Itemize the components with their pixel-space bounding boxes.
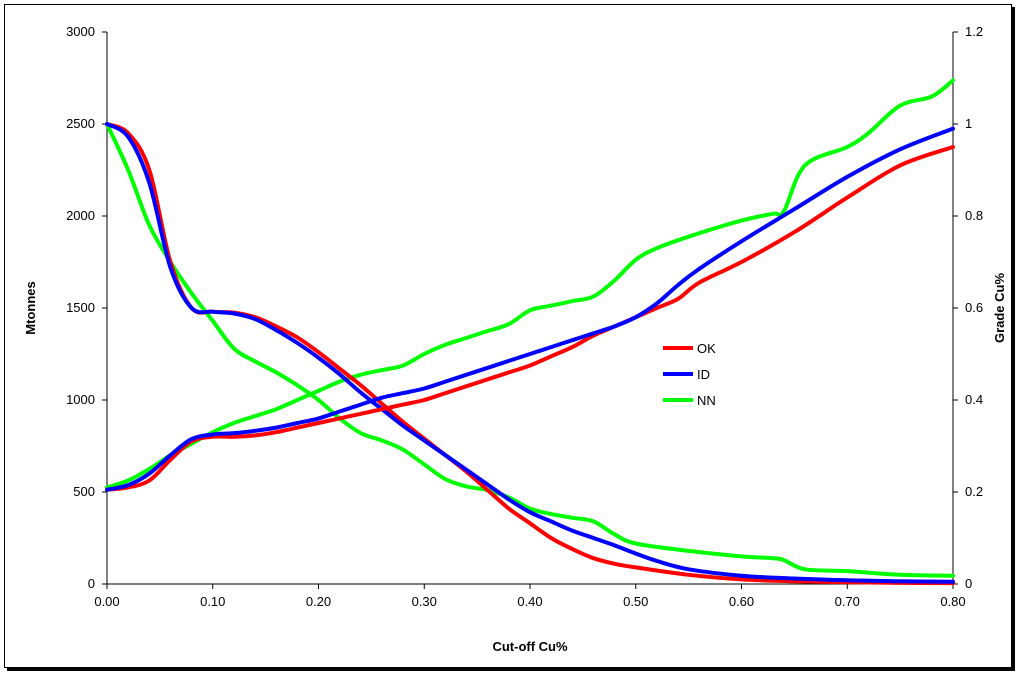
- x-tick-label: 0.10: [200, 594, 225, 609]
- x-tick-label: 0.20: [306, 594, 331, 609]
- y-left-axis-ticks: 0 500 1000 1500 2000 2500 3000: [66, 24, 107, 591]
- legend-label-id: ID: [697, 367, 710, 382]
- y-left-axis-title: Mtonnes: [23, 281, 38, 334]
- y-left-tick-label: 1500: [66, 300, 95, 315]
- x-tick-label: 0.60: [729, 594, 754, 609]
- y-right-axis-ticks: 0 0.2 0.4 0.6 0.8 1 1.2: [953, 24, 983, 591]
- y-left-tick-label: 2500: [66, 116, 95, 131]
- series-nn-tonnes-line: [105, 122, 955, 578]
- legend: OK ID NN: [663, 341, 716, 408]
- y-right-axis-title: Grade Cu%: [992, 273, 1007, 344]
- x-axis-ticks: 0.00 0.10 0.20 0.30 0.40 0.50 0.60 0.70 0.80: [94, 584, 966, 609]
- series-id-tonnes-line: [105, 122, 955, 584]
- y-left-tick-label: 1000: [66, 392, 95, 407]
- axes: [106, 32, 954, 585]
- y-right-tick-label: 1: [965, 116, 972, 131]
- x-tick-label: 0.50: [623, 594, 648, 609]
- legend-label-nn: NN: [697, 393, 716, 408]
- y-right-tick-label: 1.2: [965, 24, 983, 39]
- x-tick-label: 0.80: [940, 594, 965, 609]
- y-right-tick-label: 0.8: [965, 208, 983, 223]
- series-id-grade-line: [105, 126, 955, 492]
- y-right-tick-label: 0: [965, 576, 972, 591]
- y-left-tick-label: 2000: [66, 208, 95, 223]
- series-lines: [105, 78, 955, 586]
- chart-frame: [4, 4, 1012, 668]
- series-ok-grade-line: [105, 145, 955, 492]
- y-left-tick-label: 3000: [66, 24, 95, 39]
- y-left-tick-label: 0: [88, 576, 95, 591]
- y-right-tick-label: 0.2: [965, 484, 983, 499]
- y-right-tick-label: 0.4: [965, 392, 983, 407]
- series-nn-grade-line: [105, 78, 955, 490]
- x-tick-label: 0.70: [835, 594, 860, 609]
- x-axis-title: Cut-off Cu%: [492, 639, 568, 654]
- x-tick-label: 0.40: [517, 594, 542, 609]
- legend-label-ok: OK: [697, 341, 716, 356]
- x-tick-label: 0.00: [94, 594, 119, 609]
- x-tick-label: 0.30: [412, 594, 437, 609]
- y-right-tick-label: 0.6: [965, 300, 983, 315]
- y-left-tick-label: 500: [73, 484, 95, 499]
